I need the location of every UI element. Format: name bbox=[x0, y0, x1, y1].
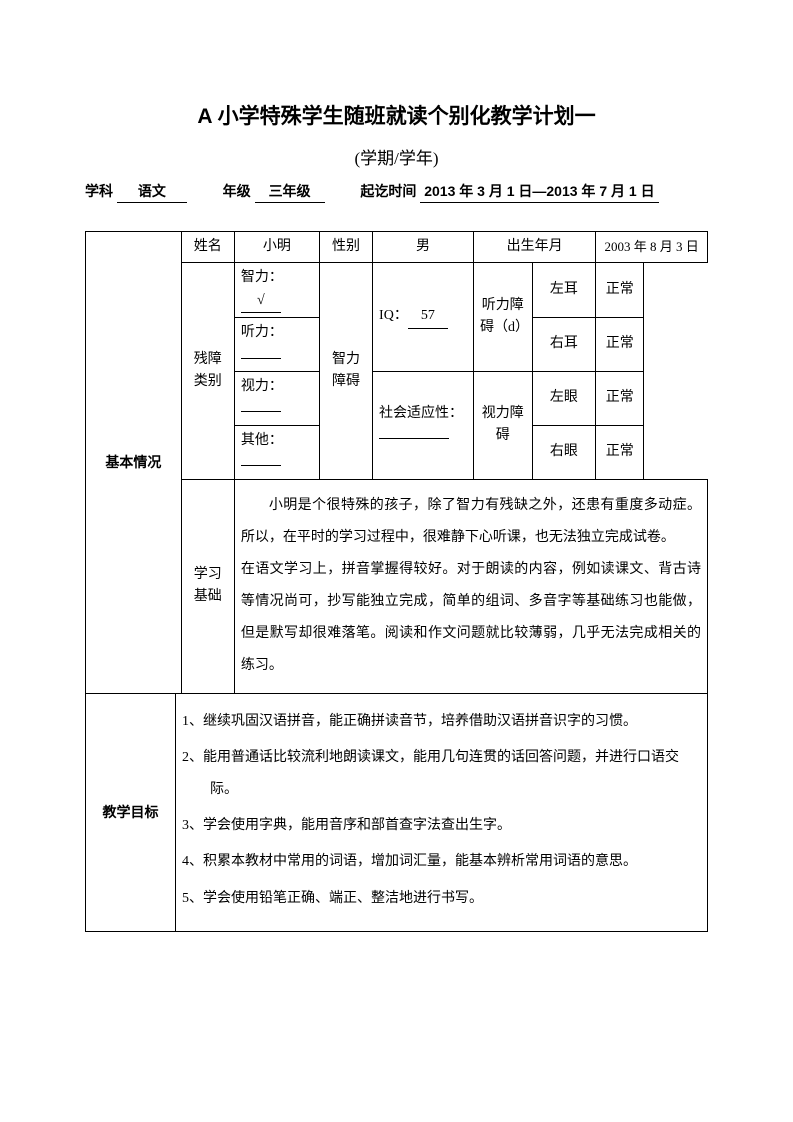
study-text: 小明是个很特殊的孩子，除了智力有残缺之外，还患有重度多动症。所以，在平时的学习过… bbox=[234, 479, 707, 693]
gender-label: 性别 bbox=[319, 232, 372, 263]
birth-value: 2003 年 8 月 3 日 bbox=[596, 232, 708, 263]
name-value: 小明 bbox=[234, 232, 319, 263]
intelligence-cell: 智力： √ bbox=[234, 263, 319, 318]
goals-table: 教学目标 1、继续巩固汉语拼音，能正确拼读音节，培养借助汉语拼音识字的习惯。 2… bbox=[85, 694, 708, 932]
birth-label: 出生年月 bbox=[474, 232, 596, 263]
period-label: 起讫时间 bbox=[360, 183, 416, 199]
goal-item: 2、能用普通话比较流利地朗读课文，能用几句连贯的话回答问题，并进行口语交际。 bbox=[182, 742, 701, 806]
header-line: 学科 语文 年级 三年级 起讫时间 2013 年 3 月 1 日—2013 年 … bbox=[85, 181, 708, 203]
intelligence-value: √ bbox=[241, 290, 281, 313]
other-cell: 其他： bbox=[234, 425, 319, 479]
page-title: A 小学特殊学生随班就读个别化教学计划一 bbox=[85, 100, 708, 130]
goal-item: 3、学会使用字典，能用音序和部首查字法查出生字。 bbox=[182, 810, 701, 842]
subject-value: 语文 bbox=[117, 181, 187, 203]
hearing-cell: 听力： bbox=[234, 318, 319, 372]
study-label: 学习基础 bbox=[181, 479, 234, 693]
main-table: 基本情况 姓名 小明 性别 男 出生年月 2003 年 8 月 3 日 残障类别… bbox=[85, 231, 708, 694]
vision-cell: 视力： bbox=[234, 371, 319, 425]
goal-item: 1、继续巩固汉语拼音，能正确拼读音节，培养借助汉语拼音识字的习惯。 bbox=[182, 706, 701, 738]
study-p1: 小明是个很特殊的孩子，除了智力有残缺之外，还患有重度多动症。所以，在平时的学习过… bbox=[241, 490, 701, 554]
goal-item: 4、积累本教材中常用的词语，增加词汇量，能基本辨析常用词语的意思。 bbox=[182, 846, 701, 878]
right-eye-value: 正常 bbox=[596, 425, 644, 479]
basic-info-label: 基本情况 bbox=[86, 232, 182, 694]
social-value bbox=[379, 438, 449, 439]
vision-label: 视力： bbox=[241, 379, 283, 394]
intelligence-label: 智力： bbox=[241, 270, 283, 285]
gender-value: 男 bbox=[373, 232, 474, 263]
hearing-label: 听力： bbox=[241, 325, 283, 340]
left-ear-label: 左耳 bbox=[532, 263, 596, 318]
study-p2: 在语文学习上，拼音掌握得较好。对于朗读的内容，例如读课文、背古诗等情况尚可，抄写… bbox=[241, 554, 701, 683]
goals-list: 1、继续巩固汉语拼音，能正确拼读音节，培养借助汉语拼音识字的习惯。 2、能用普通… bbox=[182, 706, 701, 915]
goal-item: 5、学会使用铅笔正确、端正、整洁地进行书写。 bbox=[182, 883, 701, 915]
iq-cell: IQ：57 bbox=[373, 263, 474, 372]
goals-content: 1、继续巩固汉语拼音，能正确拼读音节，培养借助汉语拼音识字的习惯。 2、能用普通… bbox=[176, 694, 708, 932]
name-label: 姓名 bbox=[181, 232, 234, 263]
iq-value: 57 bbox=[408, 305, 448, 328]
other-label: 其他： bbox=[241, 433, 283, 448]
vision-block-label: 视力障碍 bbox=[474, 371, 532, 479]
disability-category-label: 残障类别 bbox=[181, 263, 234, 479]
left-ear-value: 正常 bbox=[596, 263, 644, 318]
right-ear-label: 右耳 bbox=[532, 318, 596, 372]
period-value: 2013 年 3 月 1 日—2013 年 7 月 1 日 bbox=[420, 181, 658, 203]
left-eye-label: 左眼 bbox=[532, 371, 596, 425]
right-ear-value: 正常 bbox=[596, 318, 644, 372]
hearing-block-label: 听力障碍（d） bbox=[474, 263, 532, 372]
right-eye-label: 右眼 bbox=[532, 425, 596, 479]
subject-label: 学科 bbox=[85, 183, 113, 199]
hearing-value bbox=[241, 358, 281, 359]
social-cell: 社会适应性： bbox=[373, 371, 474, 479]
table-row: 基本情况 姓名 小明 性别 男 出生年月 2003 年 8 月 3 日 bbox=[86, 232, 708, 263]
goals-label: 教学目标 bbox=[86, 694, 176, 932]
iq-block-label: 智力障碍 bbox=[319, 263, 372, 479]
social-label: 社会适应性： bbox=[379, 406, 463, 421]
page-subtitle: (学期/学年) bbox=[85, 144, 708, 169]
grade-label: 年级 bbox=[223, 183, 251, 199]
grade-value: 三年级 bbox=[255, 181, 325, 203]
other-value bbox=[241, 465, 281, 466]
left-eye-value: 正常 bbox=[596, 371, 644, 425]
iq-label: IQ： bbox=[379, 308, 408, 323]
table-row: 教学目标 1、继续巩固汉语拼音，能正确拼读音节，培养借助汉语拼音识字的习惯。 2… bbox=[86, 694, 708, 932]
vision-value bbox=[241, 411, 281, 412]
